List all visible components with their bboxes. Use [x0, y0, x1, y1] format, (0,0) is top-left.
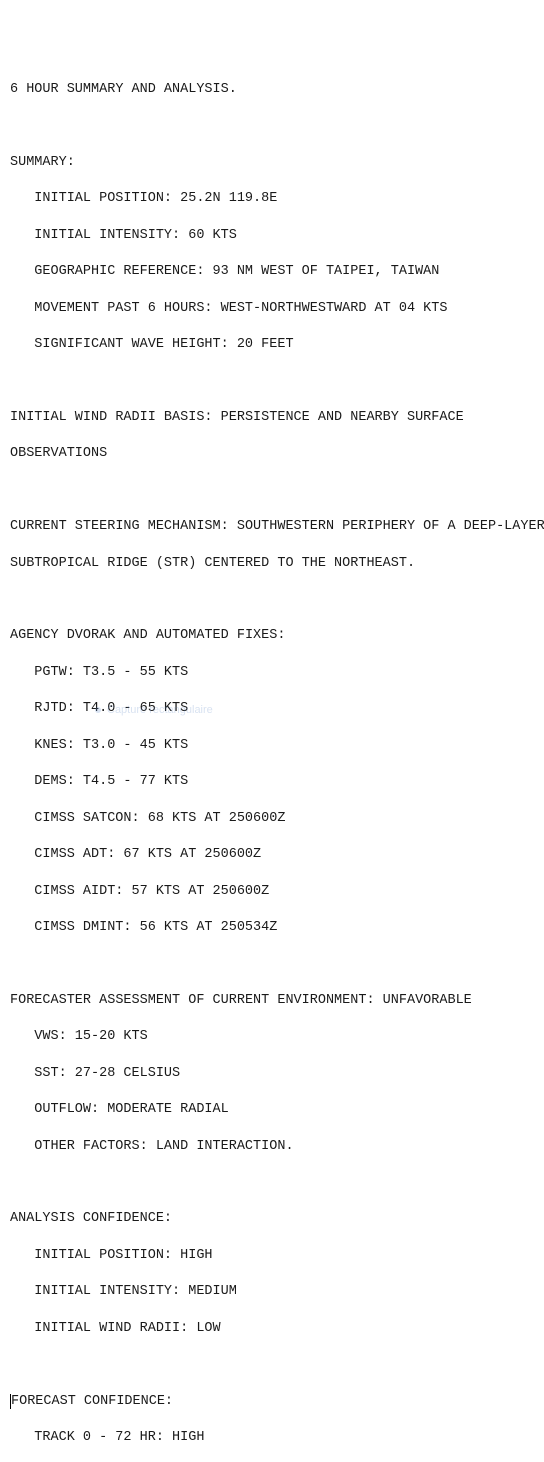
- dvorak-satcon: CIMSS SATCON: 68 KTS AT 250600Z: [10, 810, 534, 828]
- forecast-conf-header: FORECAST CONFIDENCE:: [10, 1393, 534, 1411]
- dvorak-knes: KNES: T3.0 - 45 KTS: [10, 737, 534, 755]
- dot-icon: [95, 707, 101, 713]
- dvorak-dems: DEMS: T4.5 - 77 KTS: [10, 773, 534, 791]
- dvorak-aidt: CIMSS AIDT: 57 KTS AT 250600Z: [10, 883, 534, 901]
- blank: [10, 955, 534, 973]
- blank: [10, 372, 534, 390]
- analysis-conf-header: ANALYSIS CONFIDENCE:: [10, 1210, 534, 1228]
- summary-header: SUMMARY:: [10, 154, 534, 172]
- dvorak-pgtw: PGTW: T3.5 - 55 KTS: [10, 664, 534, 682]
- title-line: 6 HOUR SUMMARY AND ANALYSIS.: [10, 81, 534, 99]
- dvorak-adt: CIMSS ADT: 67 KTS AT 250600Z: [10, 846, 534, 864]
- analysis-conf-pos: INITIAL POSITION: HIGH: [10, 1247, 534, 1265]
- summary-wave-height: SIGNIFICANT WAVE HEIGHT: 20 FEET: [10, 336, 534, 354]
- analysis-conf-int: INITIAL INTENSITY: MEDIUM: [10, 1283, 534, 1301]
- env-other: OTHER FACTORS: LAND INTERACTION.: [10, 1138, 534, 1156]
- env-sst: SST: 27-28 CELSIUS: [10, 1065, 534, 1083]
- dvorak-rjtd: RJTD: T4.0 - 65 KTS: [10, 700, 534, 718]
- blank: [10, 1356, 534, 1374]
- wind-radii-basis-l2: OBSERVATIONS: [10, 445, 534, 463]
- blank: [10, 117, 534, 135]
- summary-position: INITIAL POSITION: 25.2N 119.8E: [10, 190, 534, 208]
- wind-radii-basis-l1: INITIAL WIND RADII BASIS: PERSISTENCE AN…: [10, 409, 534, 427]
- steering-l2: SUBTROPICAL RIDGE (STR) CENTERED TO THE …: [10, 555, 534, 573]
- overlay-label: Capture rectangulaire: [107, 703, 213, 718]
- blank: [10, 591, 534, 609]
- dvorak-header: AGENCY DVORAK AND AUTOMATED FIXES:: [10, 627, 534, 645]
- forecast-conf-header-text: FORECAST CONFIDENCE:: [11, 1394, 173, 1409]
- env-vws: VWS: 15-20 KTS: [10, 1028, 534, 1046]
- screenshot-tool-overlay: Capture rectangulaire: [95, 703, 213, 718]
- analysis-conf-radii: INITIAL WIND RADII: LOW: [10, 1320, 534, 1338]
- env-header: FORECASTER ASSESSMENT OF CURRENT ENVIRON…: [10, 992, 534, 1010]
- forecast-conf-track: TRACK 0 - 72 HR: HIGH: [10, 1429, 534, 1447]
- blank: [10, 1174, 534, 1192]
- steering-l1: CURRENT STEERING MECHANISM: SOUTHWESTERN…: [10, 518, 534, 536]
- summary-geo-ref: GEOGRAPHIC REFERENCE: 93 NM WEST OF TAIP…: [10, 263, 534, 281]
- env-outflow: OUTFLOW: MODERATE RADIAL: [10, 1101, 534, 1119]
- dvorak-dmint: CIMSS DMINT: 56 KTS AT 250534Z: [10, 919, 534, 937]
- summary-movement: MOVEMENT PAST 6 HOURS: WEST-NORTHWESTWAR…: [10, 300, 534, 318]
- blank: [10, 482, 534, 500]
- summary-intensity: INITIAL INTENSITY: 60 KTS: [10, 227, 534, 245]
